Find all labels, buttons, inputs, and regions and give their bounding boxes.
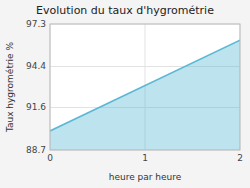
x-axis-label: heure par heure [109,172,182,182]
tick-label: 2 [237,153,243,163]
tick-label: 0 [47,153,53,163]
tick-label: 1 [142,153,148,163]
plot-background [50,24,240,150]
area [50,40,240,150]
series [50,40,240,150]
line [50,40,240,131]
tick-label: 88.7 [26,145,46,155]
plot-frame [50,24,240,150]
tick-label: 97.3 [26,19,46,29]
title: Evolution du taux d'hygrométrie [36,4,214,17]
tick-label: 91.6 [26,102,46,112]
chart: 88.7 91.6 94.4 97.3 0 1 2 Evolution du taux d'h… [0,0,250,188]
grid [50,24,240,150]
tick-label: 94.4 [26,61,46,71]
chart-container: 88.7 91.6 94.4 97.3 0 1 2 Evolution du taux d'h… [0,0,250,188]
y-axis-label: Taux hygrométrie % [5,41,15,133]
